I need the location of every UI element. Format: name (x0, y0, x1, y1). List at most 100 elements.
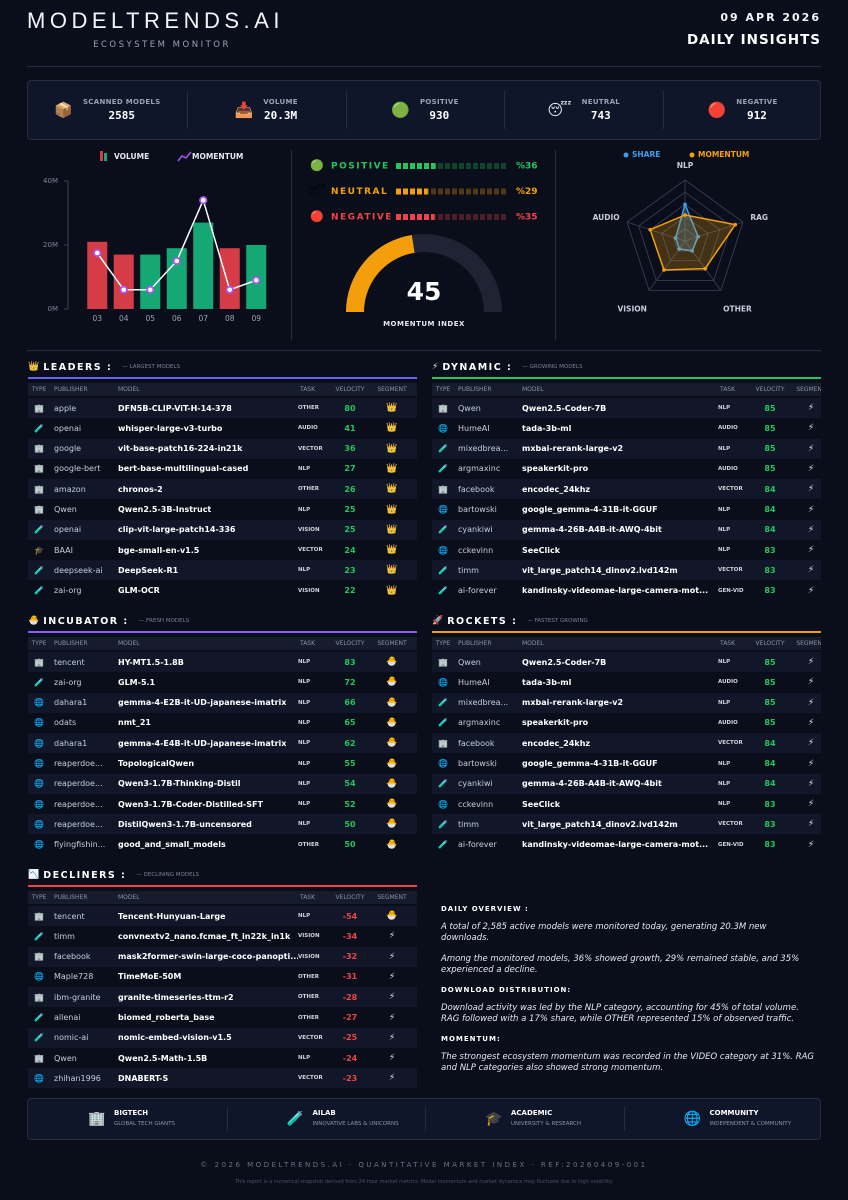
table-section: ⚡ DYNAMIC : — GROWING MODELS TYPE PUBLISHER M… (432, 360, 821, 610)
table-row: 🌐 HumeAI tada-3b-ml AUDIO 85 ⚡ (432, 418, 821, 439)
column-header: TYPE PUBLISHER MODEL TASK VELOCITY SEGMENT (432, 383, 821, 396)
section-title: 📉 DECLINERS : — DECLINING MODELS (28, 868, 199, 882)
velocity: -27 (342, 1013, 358, 1022)
stat-cell: 🔴 NEGATIVE 912 (663, 81, 822, 139)
type-icon: 🧪 (438, 779, 448, 789)
section-icon: 🐣 (28, 616, 40, 626)
task: NLP (718, 780, 731, 787)
publisher: tencent (54, 657, 85, 667)
model-name: tada-3b-ml (522, 677, 572, 687)
model-name: biomed_roberta_base (118, 1013, 215, 1022)
publisher: zai-org (54, 586, 82, 596)
publisher: amazon (54, 484, 86, 494)
type-icon: 🌐 (34, 799, 44, 809)
velocity: 25 (344, 505, 356, 514)
segment-icon: 🐣 (386, 758, 398, 769)
velocity: 72 (344, 677, 356, 687)
column-label: PUBLISHER (54, 640, 88, 647)
radar-grid (638, 191, 732, 281)
legend-dot (689, 152, 695, 158)
task: NLP (718, 659, 731, 665)
radar-axis-label: RAG (750, 213, 768, 222)
model-name: GLM-5.1 (118, 677, 156, 687)
stat-value: 930 (429, 109, 450, 122)
model-name: Qwen2.5-Coder-7B (522, 657, 607, 667)
brand: MODELTRENDS.AI (27, 8, 284, 33)
task: VISION (298, 587, 320, 594)
radar-point (683, 213, 687, 217)
radar-axis-label: AUDIO (593, 213, 620, 222)
segment-icon: 👑 (386, 403, 398, 413)
segment-icon: 👑 (386, 443, 398, 454)
segment-icon: ⚡ (807, 677, 815, 688)
type-icon: 🏢 (34, 484, 44, 494)
task: AUDIO (718, 679, 738, 686)
x-tick-label: 04 (119, 314, 129, 323)
type-icon: 🏢 (34, 992, 44, 1002)
publisher: HumeAI (458, 677, 490, 687)
task: NLP (718, 506, 731, 513)
type-icon: 🧪 (34, 565, 44, 575)
stat-value: 20.3M (263, 109, 298, 122)
table-row: 🏢 apple DFN5B-CLIP-ViT-H-14-378 OTHER 80 👑 (28, 398, 417, 418)
model-name: GLM-OCR (118, 586, 160, 596)
type-icon: 🧪 (438, 586, 448, 596)
type-icon: 🌐 (34, 738, 44, 748)
type-icon: 🧪 (34, 423, 44, 433)
table-row: 🌐 reaperdoe... Qwen3-1.7B-Coder-Distilled-… (28, 794, 417, 815)
table-row: 🧪 allenai biomed_roberta_base OTHER -27 ⚡ (28, 1007, 417, 1028)
type-icon: 🌐 (34, 972, 44, 982)
y-tick-label: 0M (48, 305, 59, 313)
publisher: cyankiwi (458, 779, 493, 789)
table-row: 🏢 Qwen Qwen2.5-Math-1.5B NLP -24 ⚡ (28, 1048, 417, 1069)
model-name: mxbai-rerank-large-v2 (522, 444, 624, 454)
segment-icon: ⚡ (388, 1012, 396, 1023)
overview-paragraph: Download activity was led by the NLP cat… (441, 1003, 799, 1024)
radar-point (673, 236, 678, 240)
segment-icon: ⚡ (388, 931, 396, 942)
publisher: dahara1 (54, 738, 88, 748)
publisher: odats (54, 718, 77, 728)
segment-icon: ⚡ (807, 697, 815, 708)
legend-subtitle: INNOVATIVE LABS & UNICORNS (312, 1121, 399, 1127)
column-label: SEGMENT (377, 894, 407, 901)
column-label: SEGMENT (796, 640, 821, 647)
type-icon: 🏢 (34, 464, 44, 474)
publisher: argmaxinc (458, 464, 501, 474)
task: NLP (298, 801, 311, 808)
stat-text: POSITIVE 930 (420, 98, 459, 122)
publisher: flyingfishin... (54, 840, 106, 850)
table-section: 👑 LEADERS : — LARGEST MODELS TYPE PUBLISHER M… (28, 360, 417, 610)
column-label: TASK (300, 894, 316, 901)
table-row: 🌐 Maple728 TimeMoE-50M OTHER -31 ⚡ (28, 966, 417, 987)
task: VECTOR (718, 567, 743, 574)
type-icon: 🧪 (438, 565, 448, 575)
segment-icon: ⚡ (388, 951, 396, 962)
column-label: TYPE (31, 894, 47, 901)
task: NLP (718, 405, 731, 411)
task: NLP (298, 567, 311, 574)
overview-heading: DAILY OVERVIEW : (441, 905, 529, 913)
segment-icon: 👑 (386, 484, 398, 495)
segment-icon: 🐣 (386, 738, 398, 749)
model-name: speakerkit-pro (522, 718, 589, 728)
publisher: Qwen (54, 505, 77, 514)
divider (27, 66, 821, 67)
x-tick-label: 06 (172, 314, 182, 323)
velocity: 62 (344, 738, 356, 748)
segment-icon: 👑 (386, 524, 398, 535)
stat-text: NEUTRAL 743 (582, 98, 620, 122)
table-row: 🧪 deepseek-ai DeepSeek-R1 NLP 23 👑 (28, 560, 417, 581)
type-icon: 🌐 (34, 1073, 44, 1083)
publisher: cckevinn (458, 545, 494, 555)
type-legend: 🏢 BIGTECH GLOBAL TECH GIANTS 🧪 AILAB INNOVATI… (27, 1098, 821, 1140)
sentiment-label: NEUTRAL (331, 187, 388, 197)
velocity: 84 (764, 505, 776, 514)
task: VECTOR (298, 1075, 323, 1082)
x-tick-label: 05 (145, 314, 155, 323)
publisher: ai-forever (458, 586, 497, 596)
velocity: 50 (344, 840, 356, 850)
column-label: SEGMENT (796, 386, 821, 393)
divider (27, 350, 821, 351)
